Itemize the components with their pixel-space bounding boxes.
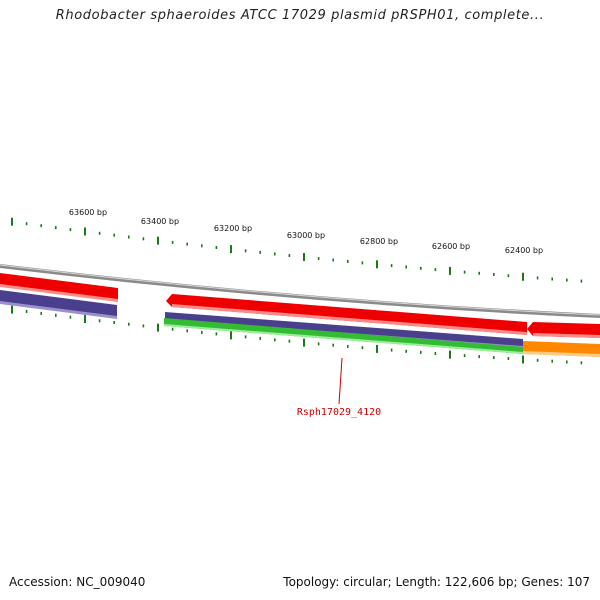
tick-label-63200: 63200 bp	[214, 224, 252, 233]
tick-label-62400: 62400 bp	[505, 246, 543, 255]
gene-red-left[interactable]	[0, 273, 118, 302]
gene-red-right[interactable]	[527, 322, 600, 338]
gene-label[interactable]: Rsph17029_4120	[297, 407, 381, 418]
gene-orange[interactable]	[523, 341, 600, 357]
backbone-track	[0, 264, 600, 318]
topology-summary: Topology: circular; Length: 122,606 bp; …	[283, 575, 590, 589]
gene-green[interactable]	[164, 318, 523, 354]
gene-red-middle[interactable]	[166, 294, 527, 335]
tick-label-62800: 62800 bp	[360, 237, 398, 246]
tick-label-63600: 63600 bp	[69, 208, 107, 217]
tick-label-62600: 62600 bp	[432, 242, 470, 251]
gene-purple-left[interactable]	[0, 290, 117, 319]
accession-text: Accession: NC_009040	[9, 575, 146, 589]
tick-label-63400: 63400 bp	[141, 217, 179, 226]
tick-labels: 63600 bp 63400 bp 63200 bp 63000 bp 6280…	[69, 208, 543, 255]
gene-label-leader	[338, 357, 343, 405]
inner-tick-row	[11, 305, 583, 365]
tick-label-63000: 63000 bp	[287, 231, 325, 240]
backbone-highlight	[0, 264, 600, 316]
map-title: Rhodobacter sphaeroides ATCC 17029 plasm…	[55, 8, 545, 23]
outer-tick-row	[11, 217, 583, 283]
